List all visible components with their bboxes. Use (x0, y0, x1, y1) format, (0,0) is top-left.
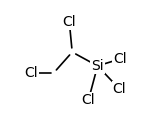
Text: Cl: Cl (24, 66, 38, 80)
Text: Si: Si (91, 59, 104, 73)
Text: Cl: Cl (82, 93, 95, 107)
Text: Cl: Cl (113, 82, 126, 96)
Text: Cl: Cl (62, 15, 76, 29)
Text: Cl: Cl (113, 52, 127, 66)
